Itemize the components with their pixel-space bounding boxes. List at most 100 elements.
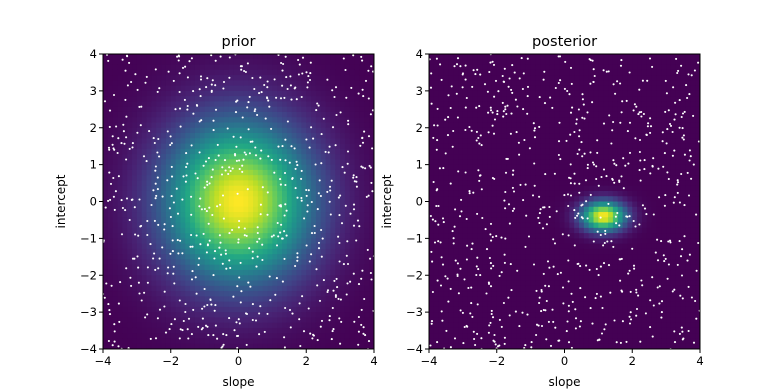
heatmap-cell bbox=[311, 127, 317, 134]
heatmap-cell bbox=[141, 85, 148, 92]
heatmap-cell bbox=[156, 164, 162, 171]
heatmap-cell bbox=[296, 69, 303, 76]
scatter-point bbox=[224, 249, 227, 252]
heatmap-cell bbox=[335, 343, 341, 349]
heatmap-cell bbox=[262, 190, 269, 197]
heatmap-cell bbox=[257, 127, 264, 134]
heatmap-cell bbox=[482, 122, 488, 129]
heatmap-cell bbox=[151, 206, 157, 213]
heatmap-cell bbox=[194, 338, 201, 345]
scatter-point bbox=[232, 135, 235, 138]
heatmap-cell bbox=[330, 143, 336, 150]
heatmap-cell bbox=[262, 106, 269, 113]
heatmap-cell bbox=[170, 338, 177, 345]
heatmap-cell bbox=[228, 59, 235, 66]
heatmap-cell bbox=[482, 101, 488, 108]
heatmap-cell bbox=[141, 285, 148, 292]
heatmap-cell bbox=[291, 248, 298, 255]
heatmap-cell bbox=[491, 217, 498, 224]
heatmap-cell bbox=[340, 96, 346, 103]
heatmap-cell bbox=[467, 143, 474, 150]
heatmap-cell bbox=[223, 154, 230, 160]
heatmap-cell bbox=[340, 343, 346, 349]
heatmap-cell bbox=[438, 138, 445, 145]
heatmap-cell bbox=[253, 301, 259, 308]
heatmap-cell bbox=[306, 59, 312, 66]
heatmap-cell bbox=[311, 106, 317, 113]
heatmap-cell bbox=[487, 333, 493, 340]
scatter-point bbox=[246, 62, 249, 65]
heatmap-cell bbox=[315, 338, 322, 345]
heatmap-cell bbox=[516, 80, 522, 87]
heatmap-cell bbox=[151, 322, 157, 329]
heatmap-cell bbox=[462, 238, 469, 245]
heatmap-cell bbox=[228, 222, 235, 229]
heatmap-cell bbox=[359, 154, 365, 160]
heatmap-cell bbox=[320, 317, 327, 324]
heatmap-cell bbox=[204, 343, 211, 349]
heatmap-cell bbox=[165, 175, 172, 182]
heatmap-cell bbox=[506, 327, 512, 334]
heatmap-cell bbox=[429, 201, 435, 208]
scatter-point bbox=[361, 269, 364, 272]
heatmap-cell bbox=[320, 312, 327, 318]
heatmap-cell bbox=[320, 327, 327, 334]
scatter-point bbox=[279, 97, 283, 100]
heatmap-cell bbox=[448, 217, 454, 224]
scatter-point bbox=[184, 65, 187, 68]
heatmap-cell bbox=[170, 243, 177, 250]
heatmap-cell bbox=[267, 280, 273, 287]
heatmap-cell bbox=[238, 269, 244, 276]
scatter-point bbox=[113, 330, 116, 333]
heatmap-cell bbox=[520, 296, 527, 303]
heatmap-cell bbox=[335, 64, 341, 71]
heatmap-cell bbox=[257, 159, 264, 166]
heatmap-cell bbox=[209, 275, 215, 282]
heatmap-cell bbox=[286, 106, 293, 113]
heatmap-cell bbox=[369, 327, 374, 334]
heatmap-cell bbox=[103, 254, 109, 261]
heatmap-cell bbox=[511, 59, 517, 66]
heatmap-cell bbox=[248, 143, 254, 150]
heatmap-cell bbox=[438, 127, 445, 134]
heatmap-cell bbox=[354, 154, 361, 160]
heatmap-cell bbox=[448, 190, 454, 197]
scatter-point bbox=[247, 128, 250, 131]
heatmap-cell bbox=[199, 101, 206, 108]
heatmap-cell bbox=[248, 159, 254, 166]
scatter-point bbox=[225, 334, 228, 337]
heatmap-cell bbox=[170, 217, 177, 224]
heatmap-cell bbox=[364, 296, 370, 303]
scatter-point bbox=[333, 279, 336, 282]
heatmap-cell bbox=[190, 317, 196, 324]
heatmap-cell bbox=[209, 122, 215, 129]
heatmap-cell bbox=[209, 238, 215, 245]
heatmap-cell bbox=[112, 222, 119, 229]
heatmap-cell bbox=[501, 148, 508, 155]
heatmap-cell bbox=[277, 333, 283, 340]
heatmap-cell bbox=[487, 317, 493, 324]
scatter-point bbox=[255, 265, 258, 268]
heatmap-cell bbox=[132, 338, 138, 345]
heatmap-cell bbox=[253, 238, 259, 245]
heatmap-cell bbox=[165, 159, 172, 166]
heatmap-cell bbox=[354, 306, 361, 313]
heatmap-cell bbox=[141, 196, 148, 203]
heatmap-cell bbox=[491, 259, 498, 266]
heatmap-cell bbox=[156, 343, 162, 349]
heatmap-cell bbox=[511, 196, 517, 203]
heatmap-cell bbox=[511, 85, 517, 92]
heatmap-cell bbox=[286, 243, 293, 250]
heatmap-cell bbox=[243, 54, 249, 60]
scatter-point bbox=[189, 245, 192, 248]
heatmap-cell bbox=[301, 111, 307, 118]
heatmap-cell bbox=[103, 333, 109, 340]
heatmap-cell bbox=[487, 164, 493, 171]
heatmap-cell bbox=[315, 154, 322, 160]
heatmap-cell bbox=[462, 64, 469, 71]
heatmap-cell bbox=[438, 264, 445, 271]
heatmap-cell bbox=[429, 138, 435, 145]
heatmap-cell bbox=[359, 190, 365, 197]
heatmap-cell bbox=[325, 64, 332, 71]
heatmap-cell bbox=[448, 175, 454, 182]
